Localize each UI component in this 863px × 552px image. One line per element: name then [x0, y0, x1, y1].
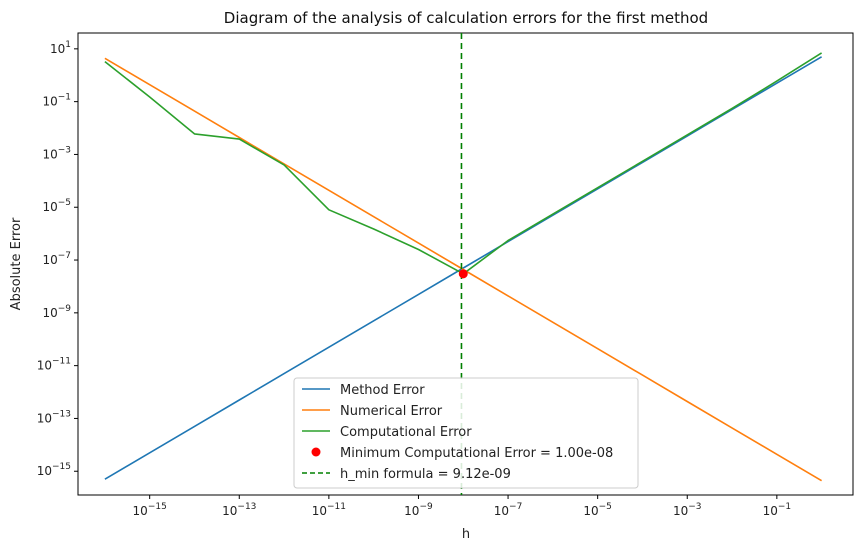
y-axis-ticks: 101 10−1 10−3 10−5 10−7 10−9 10−11 10−13 10−15: [37, 40, 78, 478]
legend-box: [293, 377, 639, 489]
y-tick-label: 10−9: [42, 304, 71, 320]
y-axis-title: Absolute Error: [9, 217, 24, 310]
y-tick-label: 10−5: [42, 198, 71, 214]
y-tick-label: 10−3: [42, 145, 71, 161]
y-tick-label: 10−7: [42, 251, 71, 267]
x-tick-label: 10−7: [494, 502, 523, 518]
legend-label-method-error: Method Error: [340, 383, 425, 398]
x-tick-label: 10−11: [312, 502, 346, 518]
minimum-error-point: [458, 269, 468, 279]
y-tick-label: 10−1: [42, 93, 71, 109]
legend-label-h-min: h_min formula = 9.12e-09: [340, 467, 511, 482]
series-line-method-error: [104, 56, 823, 480]
chart-title: Diagram of the analysis of calculation e…: [224, 9, 708, 27]
y-tick-label: 10−13: [37, 409, 71, 425]
x-tick-label: 10−9: [404, 502, 433, 518]
legend-label-numerical-error: Numerical Error: [340, 404, 443, 419]
y-tick-label: 10−11: [37, 357, 71, 373]
plot-frame: [77, 32, 854, 496]
legend: Method Error Numerical Error Computation…: [293, 377, 639, 489]
x-axis-ticks: 10−15 10−13 10−11 10−9 10−7 10−5 10−3 10−1: [133, 495, 792, 518]
x-tick-label: 10−13: [222, 502, 256, 518]
x-axis-title: h: [462, 527, 470, 542]
y-tick-label: 10−15: [37, 462, 71, 478]
y-tick-label: 101: [50, 40, 71, 56]
x-tick-label: 10−1: [763, 502, 792, 518]
x-tick-label: 10−15: [133, 502, 167, 518]
legend-marker-minimum: [311, 447, 321, 457]
legend-label-minimum: Minimum Computational Error = 1.00e-08: [340, 446, 613, 461]
legend-label-computational-error: Computational Error: [340, 425, 472, 440]
x-tick-label: 10−5: [583, 502, 612, 518]
x-tick-label: 10−3: [673, 502, 702, 518]
series-line-computational-error: [104, 52, 823, 275]
